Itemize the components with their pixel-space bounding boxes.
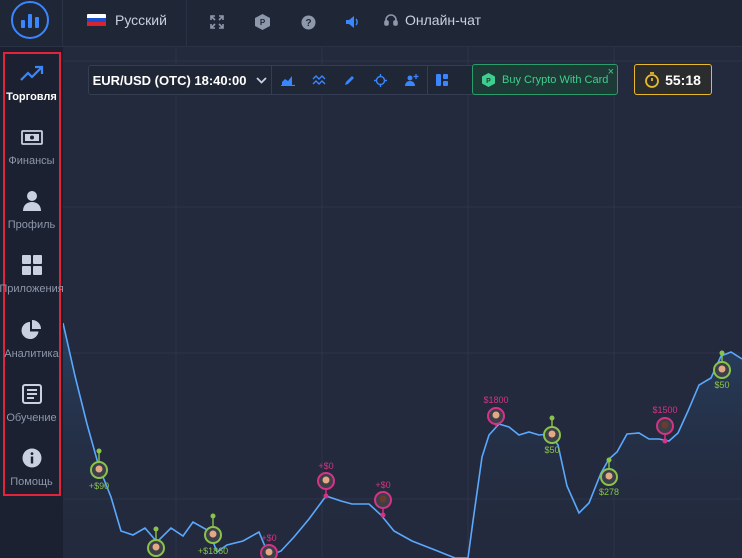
trade-label: $50 — [714, 380, 729, 390]
timer-button[interactable]: 55:18 — [634, 64, 712, 95]
trading-chart-icon — [19, 61, 44, 85]
trade-label: +$1860 — [198, 546, 228, 556]
language-label: Русский — [115, 12, 167, 28]
pie-chart-icon — [21, 318, 42, 342]
sidebar-item-label: Приложения — [0, 283, 64, 295]
trade-label: +$0 — [261, 533, 276, 543]
promo-icon: P — [482, 72, 495, 87]
trade-marker[interactable]: $50 — [713, 350, 731, 391]
buy-crypto-button[interactable]: P Buy Crypto With Card × — [472, 64, 618, 95]
asset-selector[interactable]: EUR/USD (OTC) 18:40:00 — [89, 66, 272, 94]
price-line — [63, 322, 742, 558]
sidebar-item-education[interactable]: Обучение — [0, 382, 63, 442]
user-icon — [22, 189, 42, 213]
sidebar-item-label: Торговля — [6, 91, 57, 103]
sidebar: Торговля Финансы Профиль Приложения Анал — [0, 47, 64, 558]
promo-icon[interactable]: P — [253, 13, 271, 31]
trade-marker[interactable]: $0 — [147, 526, 165, 558]
trade-label: +$90 — [89, 481, 109, 491]
headset-icon — [384, 14, 398, 26]
logo[interactable] — [11, 1, 49, 39]
top-bar: Русский P ? Онлайн-чат — [0, 0, 742, 47]
chart-grid — [63, 47, 742, 558]
trade-label: $278 — [599, 487, 619, 497]
fullscreen-icon[interactable] — [208, 13, 226, 31]
language-selector[interactable]: Русский — [87, 12, 167, 28]
drawing-icon — [344, 76, 354, 85]
flag-icon — [87, 13, 106, 27]
sidebar-item-label: Помощь — [10, 476, 53, 488]
trade-marker[interactable]: +$0 — [260, 533, 278, 558]
social-trading-button[interactable] — [396, 66, 427, 94]
stopwatch-icon — [645, 71, 659, 88]
svg-text:P: P — [486, 78, 491, 85]
online-chat-button[interactable]: Онлайн-чат — [384, 12, 481, 28]
indicators-button[interactable] — [303, 66, 334, 94]
price-chart: +$90 $0 +$1860 +$0 +$0 +$0 — [63, 47, 742, 558]
trade-marker[interactable]: +$90 — [89, 448, 109, 492]
sidebar-item-apps[interactable]: Приложения — [0, 253, 64, 313]
buy-crypto-label: Buy Crypto With Card — [502, 73, 609, 86]
sidebar-item-help[interactable]: Помощь — [0, 446, 63, 506]
sidebar-item-trading[interactable]: Торговля — [0, 61, 63, 121]
svg-text:P: P — [259, 18, 265, 27]
trade-label: +$0 — [318, 461, 333, 471]
sidebar-item-finance[interactable]: Финансы — [0, 125, 63, 185]
trade-marker[interactable]: $278 — [599, 457, 619, 498]
info-icon — [22, 446, 42, 470]
book-icon — [21, 382, 42, 406]
sidebar-highlight — [3, 52, 61, 496]
price-area — [63, 323, 742, 558]
svg-text:?: ? — [305, 18, 311, 29]
chart-type-button[interactable] — [272, 66, 303, 94]
trade-marker[interactable]: +$1860 — [198, 513, 228, 557]
chevron-down-icon — [256, 76, 268, 84]
sidebar-item-label: Финансы — [8, 155, 55, 167]
layout-button[interactable] — [427, 66, 456, 94]
trade-marker[interactable]: +$0 — [374, 480, 392, 518]
chat-label: Онлайн-чат — [405, 12, 481, 28]
sidebar-item-profile[interactable]: Профиль — [0, 189, 63, 249]
sidebar-item-label: Аналитика — [4, 348, 59, 360]
trade-label: $1500 — [652, 405, 677, 415]
timer-value: 55:18 — [665, 71, 701, 88]
trade-marker[interactable]: +$0 — [317, 461, 335, 499]
trade-marker[interactable]: $50 — [543, 415, 561, 456]
sidebar-item-analytics[interactable]: Аналитика — [0, 318, 63, 378]
drawing-button[interactable] — [334, 66, 365, 94]
trade-label: $50 — [544, 445, 559, 455]
apps-grid-icon — [21, 253, 42, 277]
social-trading-icon — [404, 74, 418, 86]
sidebar-item-label: Профиль — [7, 219, 56, 231]
close-icon[interactable]: × — [607, 66, 614, 78]
asset-pair-label: EUR/USD (OTC) 18:40:00 — [92, 72, 247, 88]
indicators-icon — [312, 75, 325, 85]
crosshair-icon — [374, 73, 387, 87]
chart-area[interactable]: +$90 $0 +$1860 +$0 +$0 +$0 — [63, 47, 742, 558]
sound-icon[interactable] — [344, 13, 362, 31]
crosshair-button[interactable] — [365, 66, 396, 94]
help-icon[interactable]: ? — [299, 13, 317, 31]
trade-marker[interactable]: $1800 — [483, 395, 509, 427]
wallet-icon — [20, 125, 43, 149]
sidebar-item-label: Обучение — [6, 412, 57, 424]
trade-marker[interactable]: $1500 — [652, 405, 678, 444]
trade-label: +$0 — [375, 480, 390, 490]
layout-icon — [436, 74, 448, 86]
trade-label: $1800 — [483, 395, 508, 405]
chart-type-icon — [280, 76, 295, 86]
chart-toolbar: EUR/USD (OTC) 18:40:00 — [88, 65, 519, 95]
